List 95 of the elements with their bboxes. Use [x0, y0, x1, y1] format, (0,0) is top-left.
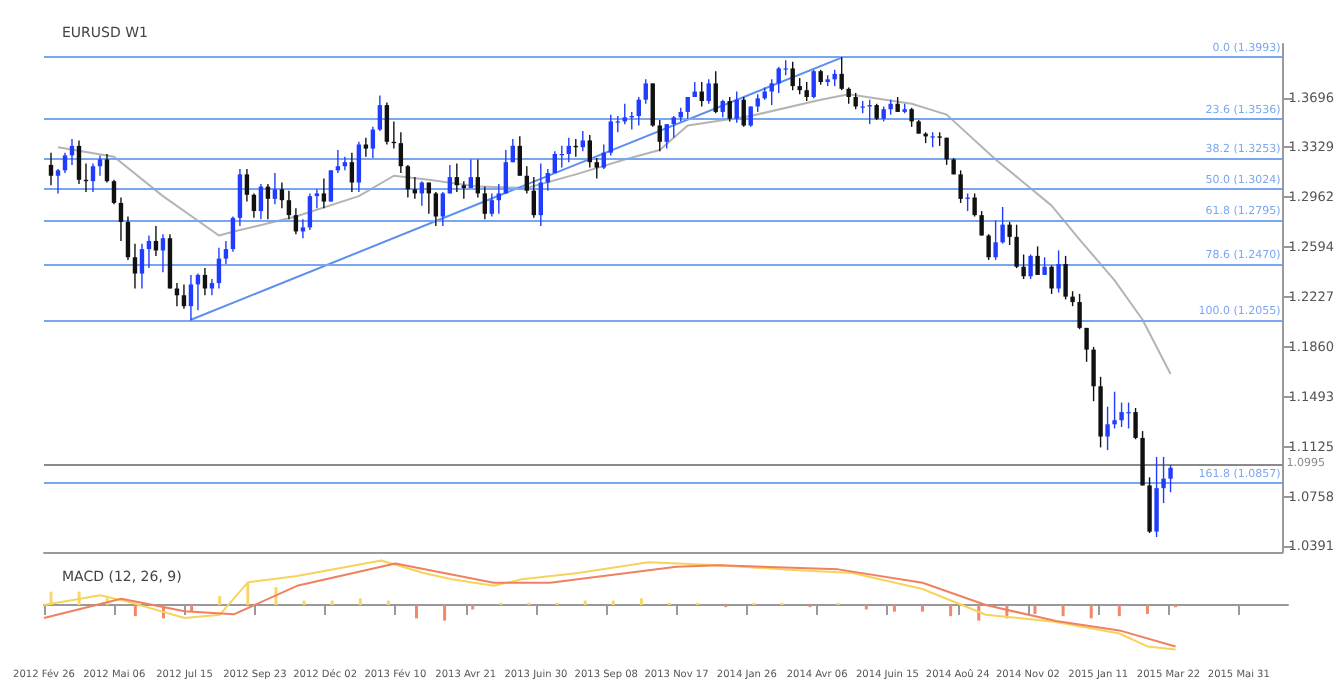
- candlestick: [174, 282, 180, 307]
- candlestick: [223, 240, 229, 265]
- candlestick: [356, 141, 362, 193]
- candlestick: [944, 137, 949, 166]
- candlestick: [538, 162, 543, 227]
- candlestick: [1049, 264, 1054, 295]
- candlestick: [370, 126, 376, 159]
- candlestick: [1133, 407, 1138, 440]
- candlestick: [594, 157, 599, 180]
- candlestick: [48, 151, 54, 186]
- candlestick: [643, 78, 648, 105]
- candlestick: [958, 169, 963, 204]
- candlestick: [181, 283, 187, 310]
- candlestick: [384, 101, 390, 146]
- candlestick: [986, 233, 991, 261]
- candlestick: [993, 219, 998, 261]
- candlestick: [405, 164, 411, 199]
- candlestick: [979, 210, 984, 237]
- candlestick: [244, 168, 250, 203]
- candlestick: [118, 196, 124, 242]
- candlestick: [811, 69, 816, 100]
- candlestick: [272, 172, 278, 205]
- candlestick: [314, 188, 320, 210]
- candlestick: [972, 192, 977, 218]
- candlestick: [650, 82, 655, 128]
- candlestick: [489, 192, 495, 218]
- candlestick: [839, 56, 844, 91]
- candlestick: [1168, 464, 1173, 493]
- candlestick: [139, 242, 145, 290]
- candlestick: [496, 183, 502, 215]
- candlestick: [1140, 430, 1145, 487]
- candlestick: [433, 191, 439, 227]
- candlestick: [1147, 476, 1152, 534]
- candlestick: [1105, 405, 1110, 451]
- candlestick: [440, 191, 446, 227]
- candlestick: [1028, 253, 1033, 280]
- candlestick: [307, 192, 313, 231]
- candlestick: [587, 134, 592, 169]
- candlestick: [657, 119, 662, 152]
- candlestick: [706, 78, 711, 105]
- candlestick: [1000, 206, 1005, 245]
- candlestick: [503, 149, 509, 195]
- candlestick: [776, 66, 781, 94]
- candlestick: [377, 94, 383, 132]
- candlestick: [90, 162, 96, 193]
- candlestick: [286, 190, 292, 220]
- candlestick: [580, 130, 585, 152]
- candlestick: [1035, 245, 1040, 276]
- candlestick: [1077, 293, 1082, 330]
- candlestick: [1007, 221, 1012, 246]
- candlestick: [1084, 327, 1089, 363]
- candlestick: [321, 177, 327, 210]
- candlestick: [349, 151, 355, 193]
- candlestick: [111, 179, 117, 205]
- candlestick: [468, 158, 474, 189]
- candlestick: [482, 185, 488, 220]
- candlestick: [713, 70, 718, 114]
- candlestick: [608, 113, 613, 157]
- candlestick: [1154, 456, 1159, 538]
- candlestick: [76, 139, 82, 185]
- candlestick: [601, 143, 606, 170]
- candlestick: [1091, 346, 1096, 402]
- candlestick: [461, 180, 467, 200]
- candlestick: [734, 90, 739, 124]
- candlestick: [671, 115, 676, 139]
- candlestick: [398, 131, 404, 174]
- candlestick: [1119, 401, 1124, 428]
- candlestick: [517, 135, 523, 177]
- candlestick: [909, 107, 914, 128]
- candlestick: [790, 60, 795, 91]
- candlestick: [1056, 249, 1061, 294]
- candlestick: [1014, 223, 1019, 269]
- candlestick: [769, 78, 774, 106]
- candlestick: [1063, 255, 1068, 301]
- candlestick: [230, 215, 236, 253]
- candlestick: [1021, 253, 1026, 280]
- candlestick: [748, 105, 753, 128]
- candlestick: [62, 151, 68, 174]
- candlestick: [328, 169, 334, 203]
- candlestick: [132, 242, 138, 290]
- candlestick: [804, 81, 809, 102]
- candlestick: [1112, 391, 1117, 430]
- candlestick: [104, 153, 110, 184]
- candlestick: [188, 274, 194, 322]
- candlestick: [545, 168, 550, 192]
- candlestick: [279, 181, 285, 210]
- candlestick: [97, 154, 103, 177]
- candlestick: [1161, 456, 1166, 504]
- candlestick: [1126, 401, 1131, 430]
- candlestick: [55, 168, 61, 195]
- candlestick: [237, 168, 243, 227]
- candlestick: [524, 165, 530, 195]
- candlestick: [727, 96, 732, 123]
- candlestick: [664, 123, 669, 150]
- candlestick: [125, 215, 131, 261]
